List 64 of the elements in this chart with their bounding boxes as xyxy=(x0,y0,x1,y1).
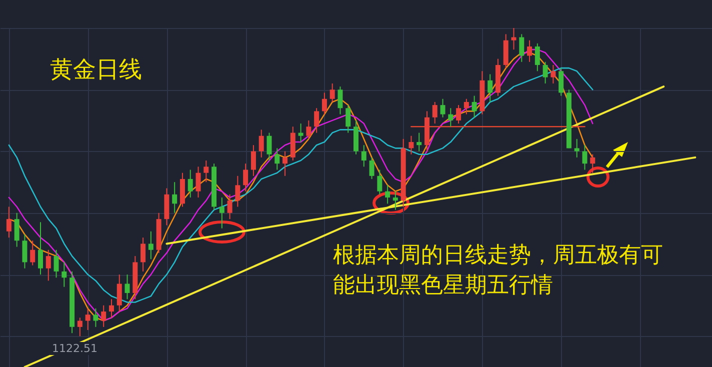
candlestick xyxy=(448,108,454,128)
candlestick xyxy=(338,86,343,115)
candlestick xyxy=(488,74,493,102)
candlestick xyxy=(306,120,312,140)
candlestick xyxy=(85,308,90,331)
candlestick xyxy=(558,68,564,96)
candlestick xyxy=(377,169,382,195)
candlestick xyxy=(542,61,548,84)
candlestick xyxy=(46,249,51,282)
candlestick xyxy=(550,64,556,84)
candlestick xyxy=(116,274,122,312)
candlestick xyxy=(574,138,580,158)
candlestick xyxy=(101,304,106,328)
candlestick xyxy=(440,98,446,118)
candlestick xyxy=(54,249,59,278)
text: 1122.51 xyxy=(50,342,100,355)
candlestick xyxy=(172,182,178,214)
annotation: 根据本周的日线走势，周五极有可能出现黑色星期五行情 xyxy=(333,242,664,300)
candlestick xyxy=(385,184,390,204)
candlestick xyxy=(227,194,232,220)
candlestick xyxy=(361,144,366,168)
candlestick xyxy=(219,197,224,229)
candlestick xyxy=(258,129,264,158)
candlestick xyxy=(582,144,588,170)
candlestick xyxy=(534,42,540,72)
candlestick xyxy=(196,166,201,198)
candlestick xyxy=(124,274,130,300)
candlestick xyxy=(590,154,596,174)
candlestick xyxy=(282,150,288,176)
candlestick xyxy=(77,317,82,337)
candlestick xyxy=(432,101,438,124)
candlestick xyxy=(369,156,374,180)
candlestick xyxy=(408,135,414,155)
candlestick xyxy=(416,132,422,152)
candlestick xyxy=(188,169,193,198)
candlestick xyxy=(243,163,248,192)
candlestick xyxy=(314,108,320,134)
candlestick xyxy=(14,212,20,248)
candlestick xyxy=(108,298,114,318)
candlestick xyxy=(250,144,256,176)
candlestick xyxy=(38,222,43,276)
candlestick xyxy=(235,175,240,208)
candlestick xyxy=(140,237,146,272)
candlestick xyxy=(22,234,28,269)
candlestick xyxy=(511,28,516,50)
candlestick xyxy=(298,123,304,143)
text: 黄金日线 xyxy=(50,56,142,85)
candlestick xyxy=(330,82,335,102)
candlestick xyxy=(456,104,462,124)
candlestick xyxy=(6,206,12,238)
candlestick xyxy=(322,92,327,115)
candlestick xyxy=(93,308,98,328)
candlestick xyxy=(346,104,351,134)
candlestick xyxy=(204,160,209,183)
candlestick xyxy=(519,34,524,62)
candlestick xyxy=(464,98,469,115)
candlestick xyxy=(472,95,477,118)
candlestick xyxy=(62,262,67,288)
candlestick xyxy=(274,148,280,170)
candlestick xyxy=(266,132,272,162)
candlestick xyxy=(148,230,154,260)
candlestick xyxy=(527,40,532,62)
candlestick xyxy=(30,240,36,266)
candlestick xyxy=(392,190,398,210)
